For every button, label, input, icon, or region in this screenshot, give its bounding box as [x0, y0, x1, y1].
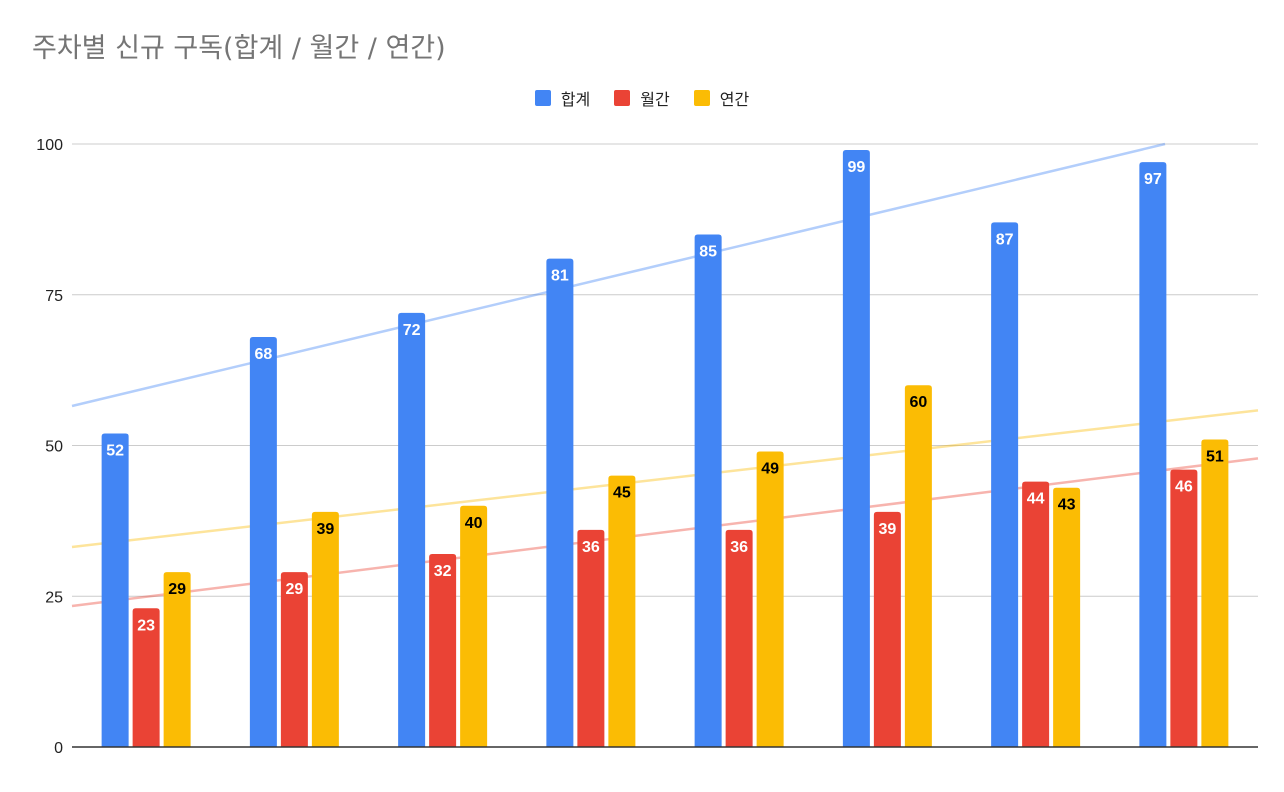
- y-tick-label: 0: [54, 740, 63, 757]
- bar-1-2: [429, 554, 457, 747]
- bar-0-6: [991, 222, 1019, 747]
- bar-0-4: [694, 234, 722, 747]
- legend-swatch-total: [534, 90, 551, 106]
- bar-2-1: [311, 511, 339, 747]
- data-label-1-6: 44: [1027, 491, 1045, 508]
- legend-item-monthly[interactable]: 월간: [614, 86, 670, 110]
- data-label-0-4: 85: [699, 243, 717, 260]
- data-label-0-7: 97: [1144, 171, 1162, 188]
- data-label-1-5: 39: [878, 521, 896, 538]
- data-label-1-3: 36: [582, 539, 600, 556]
- legend-item-total[interactable]: 합계: [534, 86, 591, 110]
- bar-0-2: [398, 312, 426, 747]
- data-label-2-1: 39: [316, 521, 334, 538]
- legend-swatch-yearly: [693, 90, 710, 106]
- data-label-2-7: 51: [1206, 448, 1224, 465]
- data-label-0-1: 68: [254, 346, 272, 363]
- data-label-1-7: 46: [1175, 479, 1193, 496]
- y-tick-label: 50: [45, 439, 63, 456]
- bar-0-0: [101, 433, 129, 747]
- bar-2-3: [608, 475, 636, 747]
- bar-1-1: [280, 572, 308, 747]
- legend-label-yearly: 연간: [719, 90, 750, 109]
- bar-0-7: [1139, 162, 1167, 748]
- y-tick-label: 75: [45, 288, 63, 305]
- bar-1-6: [1022, 481, 1050, 747]
- legend-swatch-monthly: [614, 90, 631, 106]
- bar-1-0: [132, 608, 160, 747]
- bar-1-5: [873, 511, 901, 747]
- y-tick-label: 100: [36, 137, 63, 154]
- y-tick-label: 25: [45, 589, 63, 606]
- bar-1-7: [1170, 469, 1198, 747]
- bar-1-4: [725, 529, 753, 747]
- bar-2-4: [756, 451, 784, 747]
- bar-2-7: [1201, 439, 1229, 747]
- data-label-2-5: 60: [909, 394, 927, 411]
- legend-item-yearly[interactable]: 연간: [693, 86, 750, 110]
- data-label-1-0: 23: [137, 617, 155, 634]
- bar-2-0: [163, 572, 191, 747]
- bar-0-3: [546, 258, 574, 747]
- bar-0-5: [842, 150, 870, 747]
- bar-1-3: [577, 529, 605, 747]
- data-label-1-4: 36: [730, 539, 748, 556]
- bar-2-5: [904, 385, 932, 747]
- legend-label-total: 합계: [560, 90, 591, 109]
- data-label-0-0: 52: [106, 442, 124, 459]
- bar-2-2: [460, 505, 488, 747]
- data-label-0-2: 72: [403, 322, 421, 339]
- data-label-2-6: 43: [1058, 497, 1076, 514]
- data-label-2-4: 49: [761, 461, 779, 478]
- data-label-1-1: 29: [285, 581, 303, 598]
- bar-2-6: [1053, 487, 1081, 747]
- chart-title: 주차별 신규 구독(합계 / 월간 / 연간): [32, 33, 446, 64]
- data-label-0-5: 99: [847, 159, 865, 176]
- data-label-2-2: 40: [465, 515, 483, 532]
- data-label-2-3: 45: [613, 485, 631, 502]
- data-label-2-0: 29: [168, 581, 186, 598]
- legend: 합계 월간 연간: [0, 86, 1284, 110]
- data-label-0-3: 81: [551, 268, 569, 285]
- bar-0-1: [249, 336, 277, 747]
- data-label-0-6: 87: [996, 231, 1014, 248]
- legend-label-monthly: 월간: [640, 90, 670, 109]
- data-label-1-2: 32: [434, 563, 452, 580]
